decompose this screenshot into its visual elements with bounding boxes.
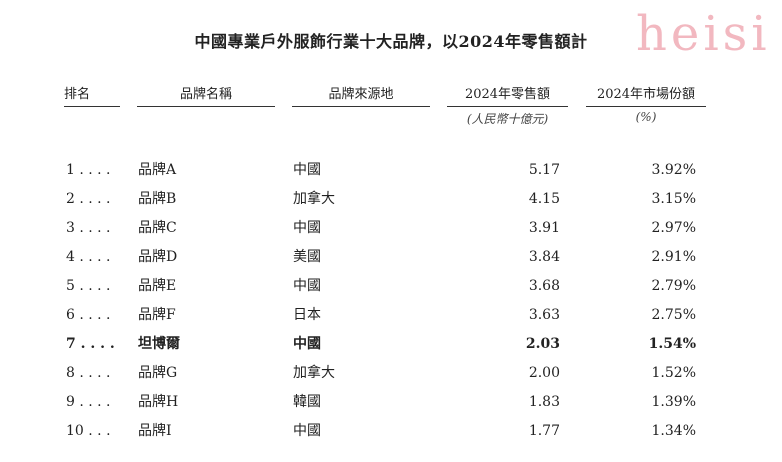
header-brand: 品牌名稱 — [137, 83, 275, 107]
cell-brand: 品牌D — [138, 249, 178, 265]
table-row: 7 . . . . 坦博爾 中國 2.03 1.54% — [0, 334, 782, 358]
cell-origin: 中國 — [293, 336, 321, 352]
cell-origin: 中國 — [293, 162, 321, 178]
cell-brand: 品牌B — [138, 191, 177, 207]
subheader-sales-unit: (人民幣十億元) — [466, 112, 549, 126]
cell-sales: 5.17 — [528, 162, 560, 178]
cell-share: 2.91% — [651, 249, 696, 265]
header-sales: 2024年零售額 — [447, 83, 568, 107]
cell-rank: 9 . . . . — [66, 394, 111, 410]
cell-brand: 坦博爾 — [138, 336, 180, 352]
cell-brand: 品牌H — [138, 394, 179, 410]
cell-share: 1.34% — [651, 423, 696, 439]
cell-share: 1.39% — [651, 394, 696, 410]
cell-sales: 2.00 — [528, 365, 560, 381]
cell-rank: 4 . . . . — [66, 249, 111, 265]
cell-share: 1.52% — [651, 365, 696, 381]
table-row: 10 . . . 品牌I 中國 1.77 1.34% — [0, 421, 782, 445]
cell-share: 2.79% — [651, 278, 696, 294]
cell-origin: 韓國 — [293, 394, 321, 410]
watermark: heisi — [636, 6, 771, 62]
cell-share: 3.92% — [651, 162, 696, 178]
cell-sales: 3.63 — [528, 307, 560, 323]
table-row: 8 . . . . 品牌G 加拿大 2.00 1.52% — [0, 363, 782, 387]
table-row: 5 . . . . 品牌E 中國 3.68 2.79% — [0, 276, 782, 300]
cell-origin: 中國 — [293, 220, 321, 236]
cell-origin: 日本 — [293, 307, 321, 323]
cell-share: 1.54% — [648, 336, 696, 352]
table-row: 6 . . . . 品牌F 日本 3.63 2.75% — [0, 305, 782, 329]
cell-rank: 10 . . . — [66, 423, 111, 439]
cell-sales: 3.84 — [528, 249, 560, 265]
cell-brand: 品牌G — [138, 365, 178, 381]
header-origin: 品牌來源地 — [292, 83, 430, 107]
cell-rank: 1 . . . . — [66, 162, 111, 178]
table-row: 3 . . . . 品牌C 中國 3.91 2.97% — [0, 218, 782, 242]
cell-rank: 8 . . . . — [66, 365, 111, 381]
table-row: 9 . . . . 品牌H 韓國 1.83 1.39% — [0, 392, 782, 416]
table-row: 4 . . . . 品牌D 美國 3.84 2.91% — [0, 247, 782, 271]
table-row: 1 . . . . 品牌A 中國 5.17 3.92% — [0, 160, 782, 184]
cell-brand: 品牌E — [138, 278, 177, 294]
cell-sales: 3.91 — [528, 220, 560, 236]
cell-sales: 2.03 — [525, 336, 560, 352]
cell-sales: 1.77 — [528, 423, 560, 439]
table-row: 2 . . . . 品牌B 加拿大 4.15 3.15% — [0, 189, 782, 213]
cell-brand: 品牌C — [138, 220, 177, 236]
cell-rank: 3 . . . . — [66, 220, 111, 236]
cell-origin: 加拿大 — [293, 365, 335, 381]
cell-rank: 7 . . . . — [66, 336, 115, 352]
cell-sales: 1.83 — [528, 394, 560, 410]
cell-origin: 加拿大 — [293, 191, 335, 207]
cell-origin: 中國 — [293, 278, 321, 294]
cell-share: 2.75% — [651, 307, 696, 323]
cell-sales: 4.15 — [528, 191, 560, 207]
header-rank: 排名 — [64, 83, 120, 107]
cell-origin: 中國 — [293, 423, 321, 439]
table-title: 中國專業戶外服飾行業十大品牌，以2024年零售額計 — [194, 32, 588, 51]
cell-rank: 6 . . . . — [66, 307, 111, 323]
cell-brand: 品牌A — [138, 162, 177, 178]
cell-brand: 品牌F — [138, 307, 176, 323]
cell-brand: 品牌I — [138, 423, 172, 439]
cell-origin: 美國 — [293, 249, 321, 265]
header-share: 2024年市場份額 — [586, 83, 706, 107]
cell-sales: 3.68 — [528, 278, 560, 294]
cell-share: 2.97% — [651, 220, 696, 236]
cell-rank: 5 . . . . — [66, 278, 111, 294]
cell-share: 3.15% — [651, 191, 696, 207]
subheader-share-unit: (%) — [635, 110, 657, 124]
cell-rank: 2 . . . . — [66, 191, 111, 207]
